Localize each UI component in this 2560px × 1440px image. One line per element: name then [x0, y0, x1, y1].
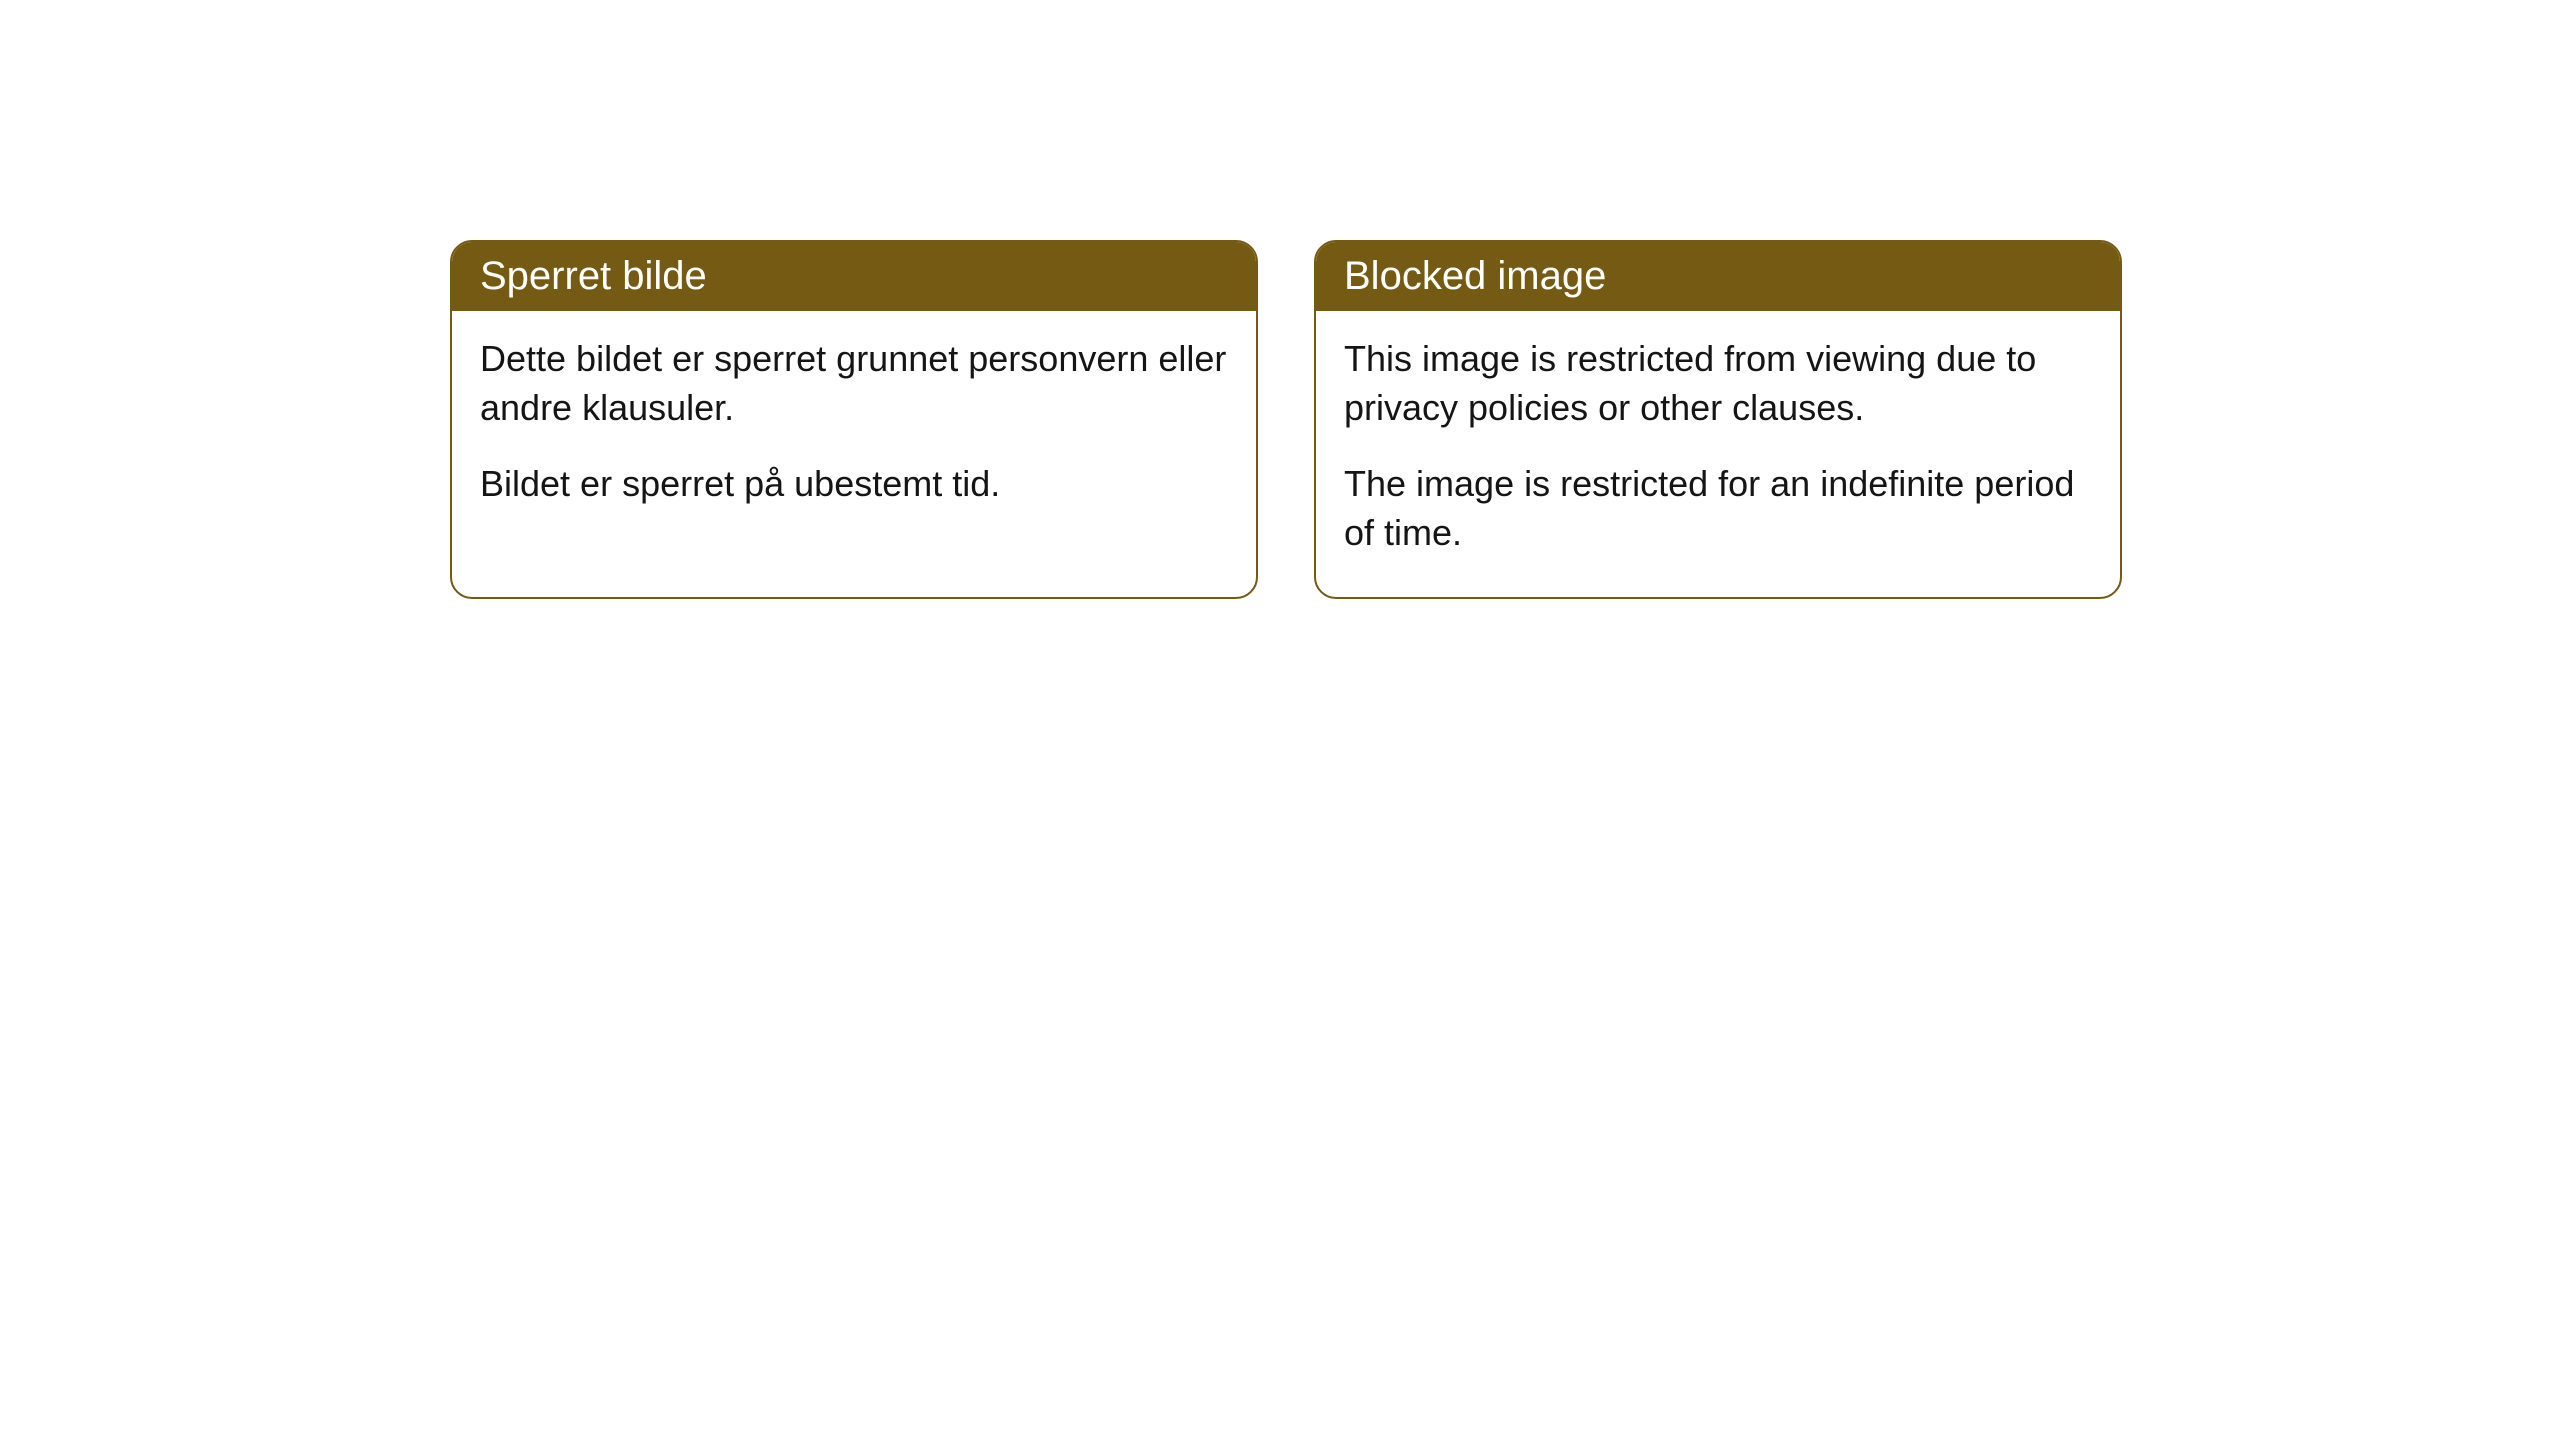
card-paragraph: The image is restricted for an indefinit…: [1344, 460, 2092, 557]
card-paragraph: This image is restricted from viewing du…: [1344, 335, 2092, 432]
card-title: Sperret bilde: [480, 254, 707, 298]
card-title: Blocked image: [1344, 254, 1606, 298]
card-paragraph: Bildet er sperret på ubestemt tid.: [480, 460, 1228, 509]
card-body: This image is restricted from viewing du…: [1316, 311, 2120, 597]
card-body: Dette bildet er sperret grunnet personve…: [452, 311, 1256, 549]
notice-cards-container: Sperret bilde Dette bildet er sperret gr…: [450, 240, 2122, 599]
notice-card-english: Blocked image This image is restricted f…: [1314, 240, 2122, 599]
card-header: Sperret bilde: [452, 242, 1256, 311]
card-paragraph: Dette bildet er sperret grunnet personve…: [480, 335, 1228, 432]
card-header: Blocked image: [1316, 242, 2120, 311]
notice-card-norwegian: Sperret bilde Dette bildet er sperret gr…: [450, 240, 1258, 599]
